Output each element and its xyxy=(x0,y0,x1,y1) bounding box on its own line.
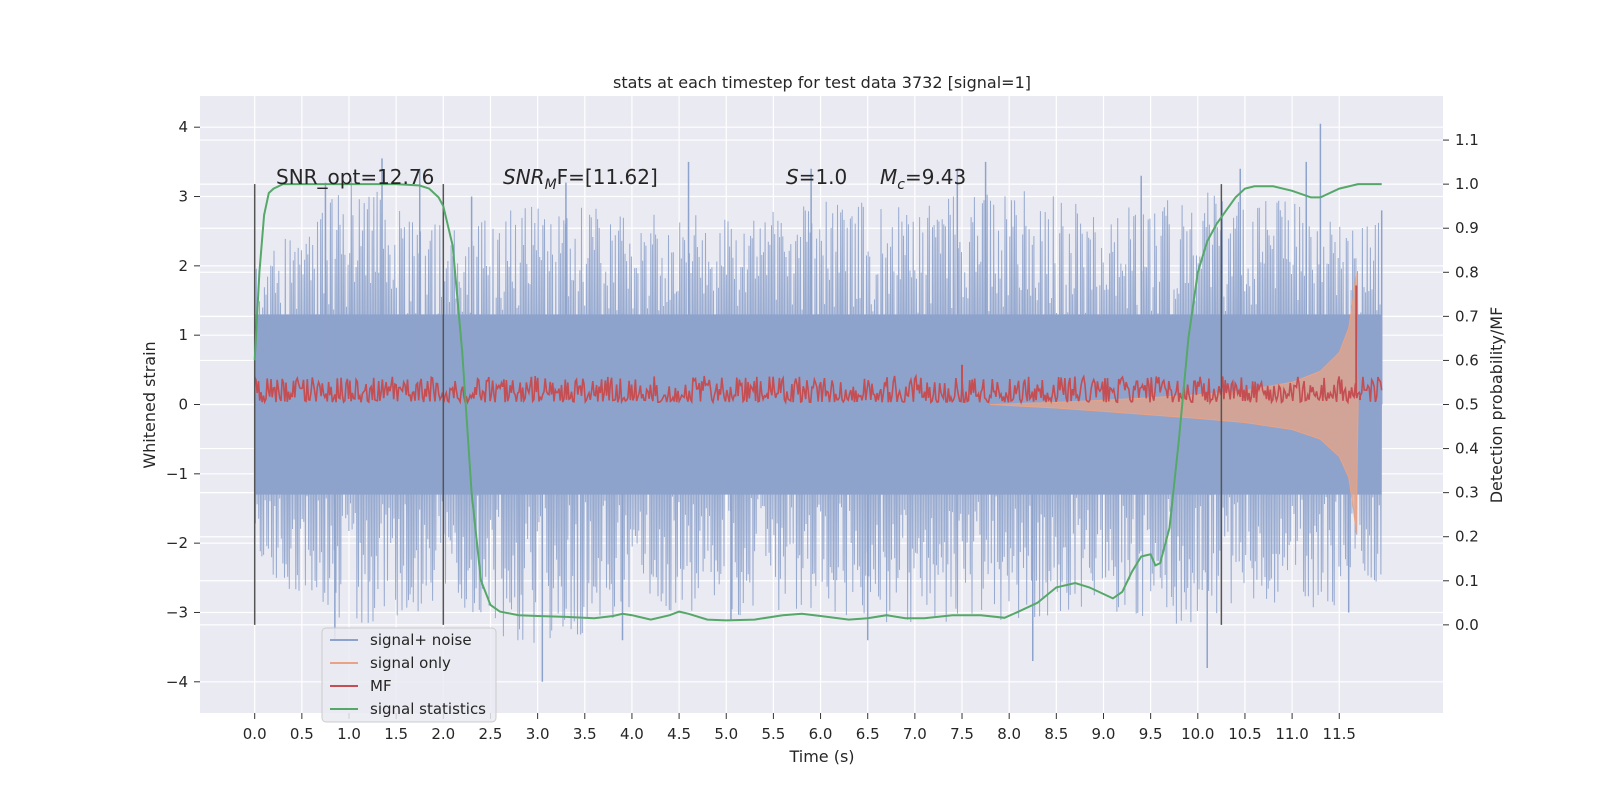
marker-vlines xyxy=(253,184,1223,625)
x-tick-label: 0.5 xyxy=(290,725,314,743)
y-left-tick-label: 2 xyxy=(178,257,188,275)
annotation-s: S=1.0 xyxy=(786,165,847,189)
x-tick-label: 9.5 xyxy=(1139,725,1163,743)
annotation-snr-mf: SNRMF=[11.62] xyxy=(503,165,658,193)
x-tick-label: 8.0 xyxy=(997,725,1021,743)
x-tick-label: 0.0 xyxy=(243,725,267,743)
x-tick-label: 7.0 xyxy=(903,725,927,743)
y-right-tick-label: 0.4 xyxy=(1455,440,1479,458)
signal-statistics-line xyxy=(253,183,1382,622)
signal-only-envelope xyxy=(990,272,1359,533)
y-right-tick-label: 1.0 xyxy=(1455,175,1479,193)
legend-label-signal-only: signal only xyxy=(370,654,451,672)
y-left-tick-label: −2 xyxy=(166,534,188,552)
y-right-tick-label: 0.0 xyxy=(1455,616,1479,634)
legend-label-mf: MF xyxy=(370,677,392,695)
y-right-tick-label: 0.7 xyxy=(1455,307,1479,325)
legend: signal+ noise signal only MF signal stat… xyxy=(321,627,497,723)
mf-line xyxy=(253,373,1383,405)
signal-statistics-series xyxy=(253,183,1382,622)
x-tick-label: 4.0 xyxy=(620,725,644,743)
x-tick-label: 1.5 xyxy=(384,725,408,743)
y-left-tick-label: 1 xyxy=(178,326,188,344)
x-tick-label: 2.5 xyxy=(479,725,503,743)
x-axis-label: Time (s) xyxy=(788,747,854,766)
x-tick-label: 1.0 xyxy=(337,725,361,743)
y-left-tick-label: 3 xyxy=(178,188,188,206)
y-right-tick-label: 1.1 xyxy=(1455,131,1479,149)
y-left-tick-label: −4 xyxy=(166,673,188,691)
legend-label-signal-noise: signal+ noise xyxy=(370,631,472,649)
legend-box xyxy=(321,627,497,723)
x-tick-label: 10.0 xyxy=(1181,725,1214,743)
y-right-tick-label: 0.9 xyxy=(1455,219,1479,237)
annotation-snr-opt: SNR_opt=12.76 xyxy=(276,165,434,189)
y-right-tick-label: 0.5 xyxy=(1455,396,1479,414)
x-tick-label: 11.5 xyxy=(1323,725,1356,743)
x-tick-label: 7.5 xyxy=(950,725,974,743)
y-left-tick-label: 4 xyxy=(178,118,188,136)
x-tick-label: 2.0 xyxy=(431,725,455,743)
y-axis-left-label: Whitened strain xyxy=(140,341,159,468)
mf-series xyxy=(253,285,1383,405)
y-right-tick-label: 0.2 xyxy=(1455,528,1479,546)
x-tick-label: 10.5 xyxy=(1228,725,1261,743)
legend-label-signal-statistics: signal statistics xyxy=(370,700,486,718)
x-tick-label: 6.5 xyxy=(856,725,880,743)
x-tick-label: 3.0 xyxy=(526,725,550,743)
y-left-tick-label: 0 xyxy=(178,396,188,414)
y-left-tick-label: −1 xyxy=(166,465,188,483)
annotation-mc: Mc=9.43 xyxy=(880,165,966,193)
signal-only-series xyxy=(990,272,1359,533)
x-tick-label: 4.5 xyxy=(667,725,691,743)
x-tick-label: 9.0 xyxy=(1092,725,1116,743)
x-tick-label: 5.0 xyxy=(714,725,738,743)
x-tick-label: 6.0 xyxy=(809,725,833,743)
y-axis-right-label: Detection probability/MF xyxy=(1487,307,1506,504)
x-tick-label: 3.5 xyxy=(573,725,597,743)
chart-title: stats at each timestep for test data 373… xyxy=(613,73,1031,92)
x-tick-label: 5.5 xyxy=(761,725,785,743)
y-left-tick-label: −3 xyxy=(166,603,188,621)
y-right-tick-label: 0.1 xyxy=(1455,572,1479,590)
x-tick-label: 11.0 xyxy=(1275,725,1308,743)
y-right-tick-label: 0.6 xyxy=(1455,351,1479,369)
axis-ticks: 0.0 0.5 1.0 1.5 2.0 2.5 3.0 3.5 4.0 4.5 5.0 5.5 6.0 6… xyxy=(166,118,1479,743)
y-right-tick-label: 0.8 xyxy=(1455,263,1479,281)
x-tick-label: 8.5 xyxy=(1044,725,1068,743)
y-right-tick-label: 0.3 xyxy=(1455,484,1479,502)
